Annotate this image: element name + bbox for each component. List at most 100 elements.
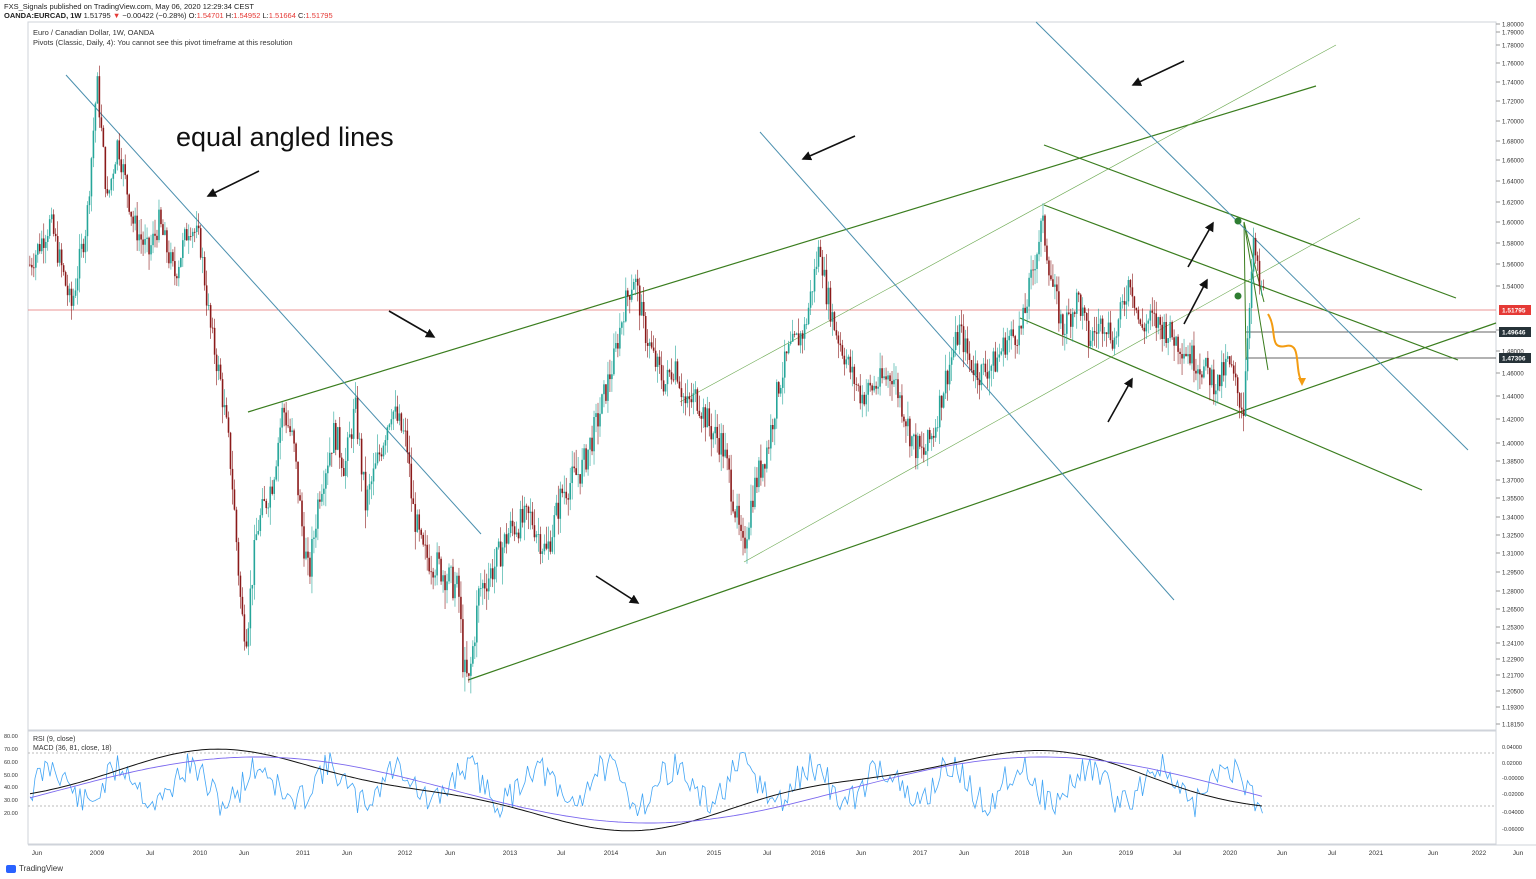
candle-body [384,440,387,446]
candle-body [293,430,295,444]
candle-body [229,432,232,469]
thin-channel-line-2 [743,217,1361,563]
low-label: L: [262,11,269,20]
candle-body [936,427,939,429]
price-tick-label: 1.48000 [1502,350,1524,356]
blue-line-1 [65,74,482,535]
candle-body [952,349,955,358]
price-tick-label: 1.35500 [1502,497,1524,503]
candle-body [885,376,887,380]
candle-body [1044,215,1046,246]
rsi-tick-label: 60.00 [4,760,18,766]
candle-body [636,278,639,286]
candle-body [877,386,879,389]
time-label: 2011 [296,850,310,857]
candle-body [185,229,188,241]
time-label: 2022 [1472,850,1487,857]
candle-body [420,529,423,535]
candle-body [919,435,921,447]
candle-body [279,427,281,443]
macd-tick-label: 0.02000 [1502,761,1522,767]
candle-body [1052,279,1054,287]
candle-body [652,347,655,351]
time-label: Jun [959,850,970,857]
candle-body [1236,377,1239,394]
time-axis[interactable]: Jun 2009 Jul 2010 Jun 2011 Jun 2012 Jun 2013 Jul 20… [32,850,1524,857]
candle-body [462,619,464,673]
candle-body [847,356,850,360]
candle-body [428,557,430,572]
candle-body [821,256,824,276]
candle-body [392,411,395,420]
candle-body [402,430,405,432]
time-label: 2010 [193,850,208,857]
candle-body [1153,312,1156,314]
candle-body [275,466,277,480]
price-axis[interactable]: 1.80000 1.79000 1.78000 1.76000 1.74000 1.720… [1496,23,1531,729]
candle-body [120,159,123,173]
candle-body [742,531,744,538]
candle-body [688,396,691,400]
candle-body [605,384,607,401]
candle-body [770,424,772,449]
macd-label: MACD (36, 81, close, 18) [33,745,112,752]
candle-body [777,382,780,394]
candle-body [517,532,520,539]
candle-body [213,327,216,355]
candle-body [1238,393,1241,408]
candle-body [783,351,786,378]
candle-body [102,127,105,147]
candle-body [944,370,947,394]
candle-body [68,288,71,296]
candle-body [1034,268,1036,271]
candle-body [245,641,248,647]
candle-body [116,140,119,165]
candle-body [901,395,903,417]
candle-body [1147,320,1150,324]
candle-body [1234,373,1237,378]
candle-body [86,205,89,237]
candle-body [867,382,869,395]
candle-body [378,452,381,455]
candle-body [98,76,101,118]
candle-body [265,500,268,509]
candle-body [311,538,313,577]
candle-body [1149,310,1152,321]
candle-body [460,596,462,620]
candle-body [472,646,474,664]
price-tick-label: 1.79000 [1502,31,1524,37]
candle-body [625,290,627,322]
price-label-box [1499,305,1531,315]
candle-body [615,343,617,349]
candle-body [599,413,601,427]
candle-body [1191,345,1193,364]
candle-body [364,471,367,511]
candle-body [474,642,476,647]
candle-body [539,534,542,554]
candle-body [839,343,842,346]
candle-body [436,552,438,576]
candle-body [696,389,699,411]
wedge-line-1 [1243,221,1269,371]
macd-tick-label: 0.04000 [1502,745,1522,751]
candle-body [762,464,764,478]
candle-body [261,499,264,516]
candle-body [553,515,556,538]
candle-body [1141,324,1144,328]
close-label: C: [298,11,306,20]
candle-body [760,460,762,478]
candle-body [1115,336,1118,338]
candle-body [406,430,409,453]
candle-body [1151,310,1154,313]
candle-body [1070,313,1072,327]
candle-body [545,543,548,549]
time-label: 2017 [913,850,928,857]
candle-body [555,502,558,516]
falling-channel-upper [1043,144,1457,299]
candle-body [483,583,486,589]
candle-body [1006,340,1009,355]
candle-body [573,466,575,469]
candle-body [146,237,148,239]
rsi-tick-label: 30.00 [4,798,18,804]
